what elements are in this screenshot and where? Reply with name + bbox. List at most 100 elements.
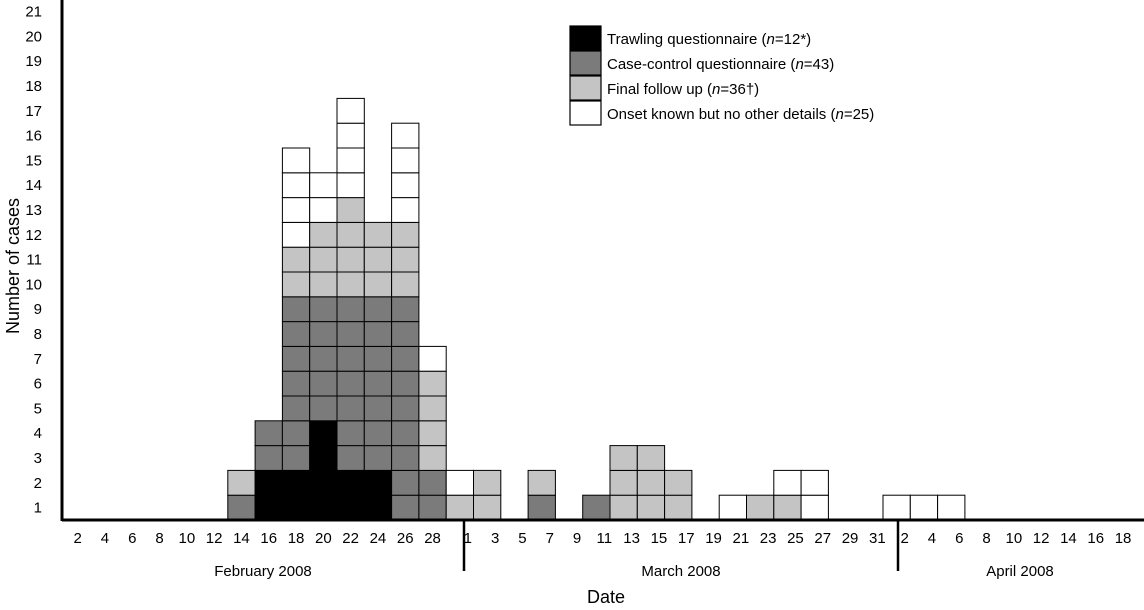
x-tick-label: 8 <box>155 530 163 547</box>
case-box-ffu <box>363 246 393 273</box>
x-axis-title: Date <box>587 587 625 607</box>
y-tick-label: 7 <box>34 351 42 368</box>
x-tick-label: 21 <box>733 530 750 547</box>
case-box-ffu <box>609 469 638 496</box>
case-box-ffu <box>746 494 775 521</box>
case-box-ffu <box>527 469 556 496</box>
x-tick-label: 11 <box>597 530 613 547</box>
x-tick-label: 5 <box>518 530 526 547</box>
case-box-cc <box>227 494 256 521</box>
case-box-ffu <box>391 271 420 298</box>
case-box-trawl <box>363 469 393 496</box>
legend-swatch-onset <box>569 100 602 126</box>
case-box-cc <box>281 296 311 323</box>
case-box-cc <box>336 345 365 372</box>
case-box-onset <box>336 122 365 149</box>
legend-swatch-cc <box>569 50 602 76</box>
case-box-ffu <box>309 246 338 273</box>
case-box-cc <box>254 445 283 471</box>
case-box-cc <box>281 445 311 471</box>
case-box-trawl <box>254 494 283 521</box>
case-box-onset <box>391 197 420 223</box>
case-box-cc <box>391 445 420 471</box>
case-box-onset <box>336 97 365 124</box>
case-box-ffu <box>418 395 447 422</box>
case-box-cc <box>309 345 338 372</box>
x-tick-label: 13 <box>623 530 640 547</box>
case-box-onset <box>336 147 365 174</box>
case-box-cc <box>391 345 420 372</box>
case-box-ffu <box>636 469 666 496</box>
case-box-ffu <box>309 221 338 248</box>
x-tick-label: 1 <box>464 530 472 547</box>
x-tick-label: 27 <box>814 530 831 547</box>
case-box-cc <box>418 469 447 496</box>
case-box-cc <box>281 321 311 347</box>
case-box-cc <box>363 420 393 447</box>
case-box-ffu <box>418 420 447 447</box>
y-axis-title: Number of cases <box>3 198 23 334</box>
case-box-trawl <box>309 494 338 521</box>
x-tick-label: 12 <box>206 530 223 547</box>
case-box-onset <box>309 172 338 199</box>
case-box-onset <box>800 469 829 496</box>
case-box-trawl <box>281 469 311 496</box>
x-tick-label: 14 <box>1060 530 1077 547</box>
case-box-ffu <box>418 370 447 397</box>
x-tick-label: 12 <box>1033 530 1050 547</box>
case-box-ffu <box>473 469 502 496</box>
y-tick-label: 14 <box>25 177 42 194</box>
y-tick-label: 16 <box>25 128 42 145</box>
case-box-cc <box>391 494 420 521</box>
case-box-onset <box>391 172 420 199</box>
y-tick-label: 18 <box>25 78 42 95</box>
case-box-cc <box>336 445 365 471</box>
axes-layer <box>60 0 1144 571</box>
bars-layer <box>227 97 966 521</box>
case-box-cc <box>281 345 311 372</box>
case-box-ffu <box>336 271 365 298</box>
x-tick-label: 18 <box>1115 530 1132 547</box>
case-box-trawl <box>254 469 283 496</box>
case-box-ffu <box>391 246 420 273</box>
x-tick-label: 16 <box>1087 530 1104 547</box>
case-box-ffu <box>445 494 475 521</box>
x-tick-label: 3 <box>491 530 499 547</box>
case-box-ffu <box>664 469 693 496</box>
case-box-ffu <box>363 221 393 248</box>
y-tick-label: 8 <box>34 326 42 343</box>
x-tick-label: 4 <box>101 530 109 547</box>
case-box-trawl <box>336 469 365 496</box>
case-box-cc <box>363 296 393 323</box>
case-box-ffu <box>336 221 365 248</box>
legend-label-ffu: Final follow up (n=36†) <box>607 81 759 98</box>
case-box-trawl <box>309 420 338 447</box>
x-tick-label: 19 <box>705 530 722 547</box>
case-box-ffu <box>227 469 256 496</box>
case-box-onset <box>281 172 311 199</box>
y-tick-label: 12 <box>25 227 42 244</box>
x-tick-label: 24 <box>370 530 387 547</box>
case-box-ffu <box>336 246 365 273</box>
case-box-onset <box>309 197 338 223</box>
x-tick-label: 2 <box>73 530 81 547</box>
x-tick-label: 22 <box>342 530 359 547</box>
x-tick-label: 15 <box>651 530 668 547</box>
x-tick-label: 16 <box>260 530 277 547</box>
case-box-cc <box>363 345 393 372</box>
case-box-cc <box>309 370 338 397</box>
y-tick-label: 1 <box>34 500 42 517</box>
case-box-cc <box>391 469 420 496</box>
case-box-cc <box>527 494 556 521</box>
case-box-onset <box>909 494 939 521</box>
x-tick-label: 9 <box>573 530 581 547</box>
case-box-onset <box>391 147 420 174</box>
y-tick-label: 10 <box>25 276 42 293</box>
case-box-cc <box>336 296 365 323</box>
x-tick-label: 25 <box>787 530 804 547</box>
case-box-onset <box>391 122 420 149</box>
legend-swatch-ffu <box>569 75 602 101</box>
case-box-cc <box>309 395 338 422</box>
case-box-cc <box>309 321 338 347</box>
